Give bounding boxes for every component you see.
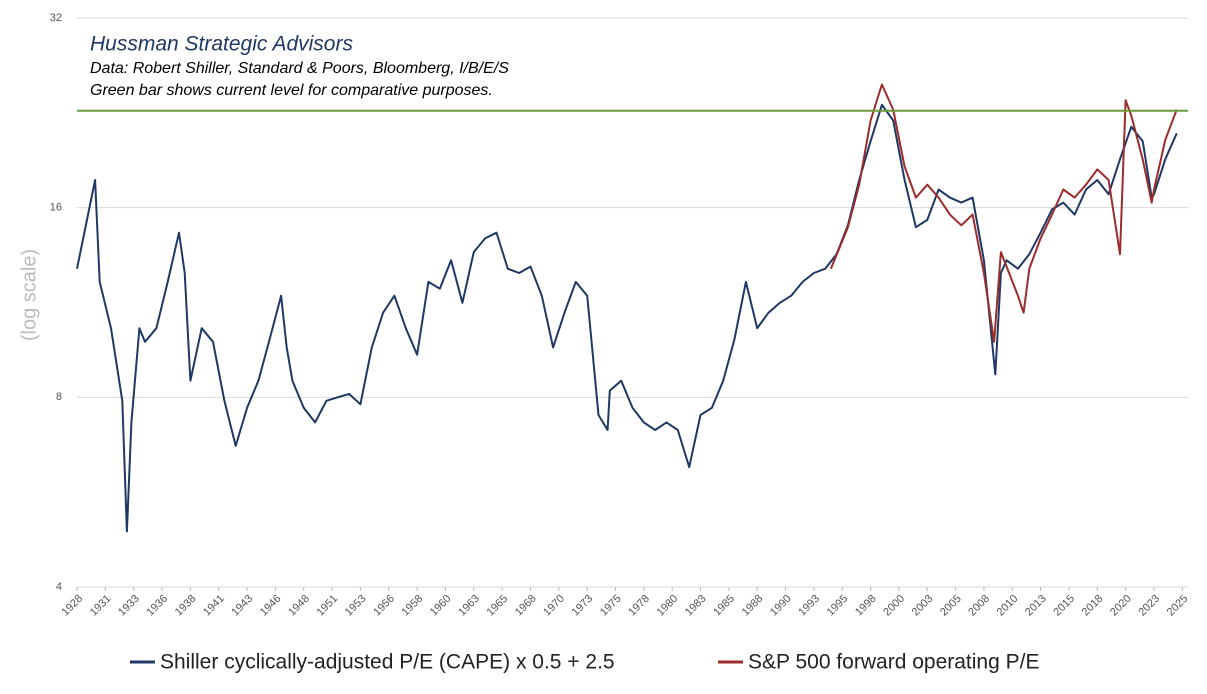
x-tick-label: 2003 <box>910 593 936 619</box>
x-tick-label: 1978 <box>626 593 652 619</box>
x-tick-label: 2005 <box>938 593 964 619</box>
x-tick-label: 1948 <box>286 593 312 619</box>
x-tick-label: 1928 <box>59 593 85 619</box>
series-line <box>829 83 1178 343</box>
x-tick-label: 2008 <box>966 593 992 619</box>
x-tick-label: 1956 <box>371 593 397 619</box>
x-tick-label: 1983 <box>683 593 709 619</box>
x-tick-label: 1980 <box>655 593 681 619</box>
x-tick-label: 1931 <box>88 593 114 619</box>
x-tick-label: 2025 <box>1165 593 1191 619</box>
series-line <box>76 103 1178 533</box>
note: Green bar shows current level for compar… <box>90 82 493 99</box>
x-tick-label: 1985 <box>711 593 737 619</box>
x-tick-label: 2023 <box>1136 593 1162 619</box>
x-tick-label: 1988 <box>740 593 766 619</box>
x-tick-label: 1943 <box>229 593 255 619</box>
legend-label: S&P 500 forward operating P/E <box>748 651 1039 674</box>
x-tick-label: 2013 <box>1023 593 1049 619</box>
x-tick-label: 1933 <box>116 593 142 619</box>
x-tick-label: 2018 <box>1080 593 1106 619</box>
x-tick-label: 2010 <box>995 593 1021 619</box>
legend-label: Shiller cyclically-adjusted P/E (CAPE) x… <box>160 651 615 674</box>
y-tick-label: 8 <box>56 391 62 403</box>
note: Data: Robert Shiller, Standard & Poors, … <box>90 60 509 77</box>
y-tick-label: 4 <box>56 581 62 593</box>
x-tick-label: 1968 <box>513 593 539 619</box>
x-tick-label: 1975 <box>598 593 624 619</box>
x-tick-label: 1963 <box>456 593 482 619</box>
x-tick-label: 1960 <box>428 593 454 619</box>
x-tick-label: 1990 <box>768 593 794 619</box>
y-tick-label: 16 <box>50 202 62 214</box>
x-tick-label: 1998 <box>853 593 879 619</box>
x-tick-label: 1938 <box>173 593 199 619</box>
x-tick-label: 1941 <box>201 593 227 619</box>
chart-title: Hussman Strategic Advisors <box>90 33 353 56</box>
x-tick-label: 1953 <box>343 593 369 619</box>
x-tick-label: 1973 <box>570 593 596 619</box>
y-tick-label: 32 <box>50 12 62 24</box>
x-tick-label: 1995 <box>825 593 851 619</box>
x-tick-label: 2020 <box>1108 593 1134 619</box>
x-tick-label: 1965 <box>485 593 511 619</box>
x-tick-label: 1993 <box>796 593 822 619</box>
x-tick-label: 2015 <box>1051 593 1077 619</box>
x-tick-label: 1951 <box>314 593 340 619</box>
x-tick-label: 1936 <box>144 593 170 619</box>
x-tick-label: 1946 <box>258 593 284 619</box>
y-axis-label: (log scale) <box>18 249 40 341</box>
x-tick-label: 1970 <box>541 593 567 619</box>
x-tick-label: 1958 <box>399 593 425 619</box>
x-tick-label: 2000 <box>881 593 907 619</box>
